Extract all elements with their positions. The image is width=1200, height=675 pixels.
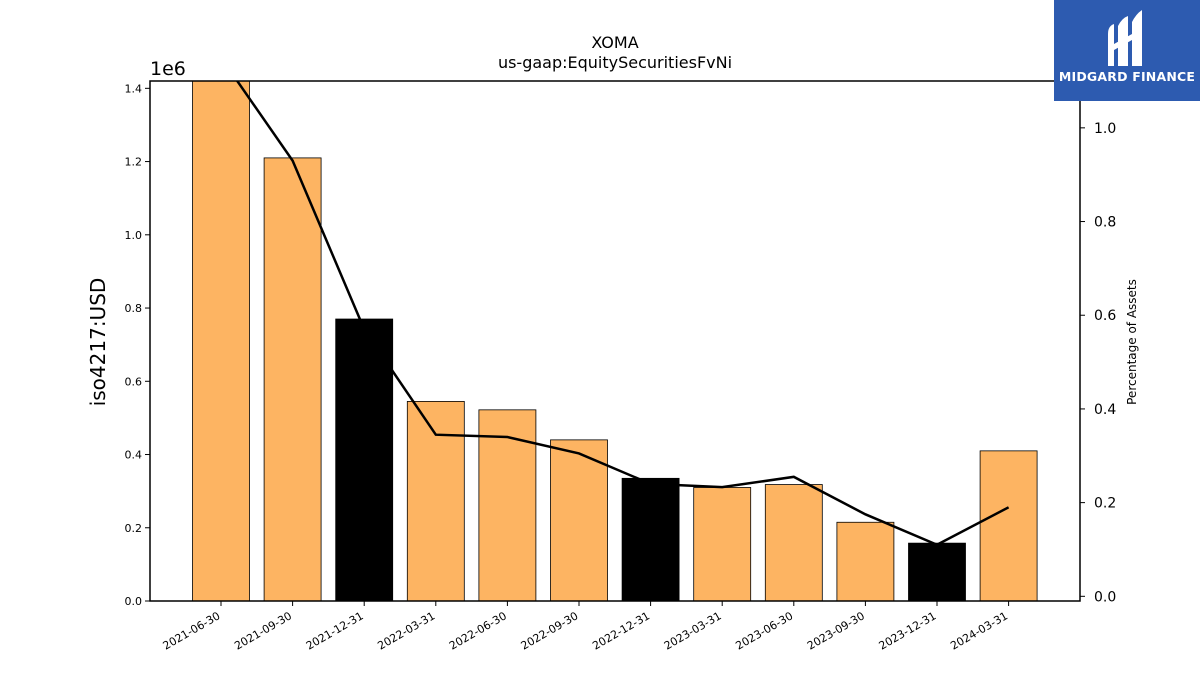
bar-2021-09-30	[263, 157, 322, 602]
x-tick-label: 2023-12-31	[877, 609, 939, 652]
midgard-logo-icon	[1108, 10, 1142, 66]
bar-2022-12-31	[621, 477, 680, 602]
y-offset-label: 1e6	[150, 58, 186, 80]
x-tick-label: 2021-06-30	[161, 609, 223, 652]
bar-2023-06-30	[764, 484, 823, 602]
y2-tick-label: 0.6	[1094, 308, 1116, 324]
y2-tick-label: 0.4	[1094, 402, 1116, 418]
bar-2024-03-31	[979, 450, 1038, 602]
y-tick-label: 0.8	[125, 302, 143, 315]
bar-2022-09-30	[550, 439, 608, 602]
percentage-of-assets-line	[235, 81, 1010, 547]
y-axis-label: iso4217:USD	[86, 278, 110, 407]
x-tick-label: 2022-06-30	[447, 609, 509, 652]
x-tick-label: 2024-03-31	[948, 609, 1010, 652]
bar-2022-06-30	[478, 409, 537, 602]
bar-2023-12-31	[908, 542, 966, 602]
x-tick-label: 2021-12-31	[304, 609, 366, 652]
y-tick-label: 1.0	[125, 229, 143, 242]
logo-text: MIDGARD FINANCE	[1058, 69, 1196, 84]
x-tick-label: 2022-03-31	[375, 609, 437, 652]
bar-2022-03-31	[406, 401, 465, 602]
y-tick-label: 1.4	[125, 82, 143, 95]
bar-2023-09-30	[836, 521, 895, 602]
x-tick-label: 2022-09-30	[519, 609, 581, 652]
y-tick-label: 0.2	[125, 522, 143, 535]
y2-tick-label: 1.0	[1094, 121, 1116, 137]
bar-2023-03-31	[693, 487, 752, 602]
x-tick-label: 2023-06-30	[733, 609, 795, 652]
chart-subtitle: us-gaap:EquitySecuritiesFvNi	[498, 53, 732, 72]
x-tick-label: 2021-09-30	[232, 609, 294, 652]
y-tick-label: 0.4	[125, 449, 143, 462]
bars-layer	[192, 80, 1038, 602]
y-tick-label: 0.6	[125, 375, 143, 388]
y-tick-label: 0.0	[125, 595, 143, 608]
bar-2021-12-31	[335, 318, 394, 602]
bar-2021-06-30	[192, 80, 250, 602]
y2-tick-label: 0.8	[1094, 215, 1116, 231]
y2-tick-label: 0.2	[1094, 496, 1116, 512]
x-tick-label: 2023-09-30	[805, 609, 867, 652]
y2-tick-label: 0.0	[1094, 589, 1116, 605]
plot-frame	[149, 80, 1081, 602]
line-layer	[235, 81, 1010, 547]
x-tick-label: 2022-12-31	[590, 609, 652, 652]
brand-logo: MIDGARD FINANCE	[1054, 0, 1200, 101]
y2-axis-label: Percentage of Assets	[1125, 279, 1139, 405]
x-tick-label: 2023-03-31	[662, 609, 724, 652]
y-tick-label: 1.2	[125, 156, 143, 169]
chart-title: XOMA	[591, 33, 638, 52]
